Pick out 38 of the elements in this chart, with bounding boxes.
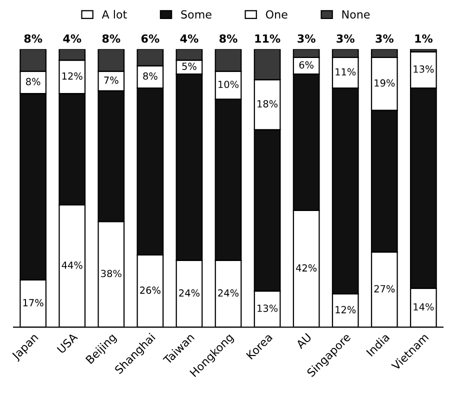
data-label: 17% — [23, 299, 44, 306]
data-label: 8% — [26, 78, 40, 86]
data-label: 3% — [376, 34, 394, 43]
legend-label: A lot — [102, 10, 127, 19]
data-label: 6% — [299, 61, 314, 69]
data-label: 7% — [104, 76, 118, 84]
data-label: 8% — [24, 34, 42, 43]
data-label: 12% — [336, 306, 356, 314]
data-label: 11% — [336, 68, 356, 76]
data-label: 13% — [258, 304, 278, 312]
data-label: 24% — [218, 289, 239, 297]
data-label: 5% — [182, 62, 196, 70]
data-label: 1% — [415, 34, 433, 43]
data-label: 19% — [374, 79, 395, 87]
data-label: 44% — [62, 261, 82, 269]
data-label: 6% — [141, 34, 160, 43]
data-label: 13% — [414, 65, 434, 73]
data-label: 11% — [255, 34, 280, 43]
data-label: 24% — [179, 289, 200, 297]
x-tick-label: USA — [56, 332, 78, 354]
data-label: 8% — [102, 34, 120, 43]
data-label: 26% — [140, 286, 160, 294]
legend-label: Some — [181, 10, 212, 19]
data-label: 8% — [143, 72, 158, 80]
legend-label: One — [266, 10, 288, 19]
data-label: 3% — [336, 34, 354, 43]
data-label: 4% — [63, 34, 82, 43]
data-label: 3% — [298, 34, 316, 43]
data-label: 42% — [296, 264, 317, 272]
data-label: 8% — [220, 34, 238, 43]
data-label: 10% — [218, 80, 239, 88]
data-label: 18% — [258, 100, 278, 108]
data-label: 27% — [374, 285, 395, 292]
data-label: 12% — [62, 72, 82, 80]
data-label: 14% — [414, 303, 434, 311]
legend-label: None — [342, 10, 370, 19]
data-label: 4% — [180, 34, 198, 43]
data-label: 38% — [101, 270, 122, 278]
